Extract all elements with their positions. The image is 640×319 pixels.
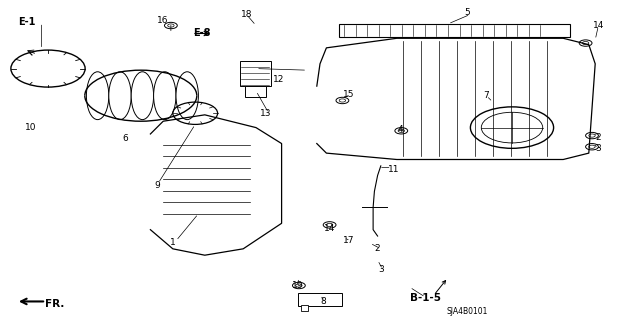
Text: SJA4B0101: SJA4B0101 xyxy=(447,307,488,315)
Bar xyxy=(339,24,570,37)
Circle shape xyxy=(292,282,305,289)
Text: 5: 5 xyxy=(465,8,470,17)
Text: 15: 15 xyxy=(343,90,355,99)
Ellipse shape xyxy=(176,72,198,120)
Circle shape xyxy=(586,144,598,150)
Circle shape xyxy=(323,222,336,228)
Bar xyxy=(240,61,271,86)
Text: 8: 8 xyxy=(321,297,326,306)
Text: 11: 11 xyxy=(388,165,399,174)
Text: 12: 12 xyxy=(273,75,284,84)
Text: 13: 13 xyxy=(260,109,271,118)
Ellipse shape xyxy=(109,72,131,120)
Bar xyxy=(245,86,266,97)
Text: B-1-5: B-1-5 xyxy=(410,293,441,303)
Text: 3: 3 xyxy=(596,144,601,153)
Text: 6: 6 xyxy=(122,134,127,143)
Text: 17: 17 xyxy=(343,236,355,245)
Text: 1: 1 xyxy=(170,238,175,247)
Circle shape xyxy=(336,97,349,104)
Text: 14: 14 xyxy=(593,21,604,30)
Text: 3: 3 xyxy=(378,265,383,274)
Text: 2: 2 xyxy=(596,133,601,142)
Circle shape xyxy=(586,132,598,139)
Circle shape xyxy=(395,128,408,134)
Text: 9: 9 xyxy=(154,181,159,189)
Text: 14: 14 xyxy=(324,224,335,233)
Text: E-1: E-1 xyxy=(18,17,36,27)
Text: FR.: FR. xyxy=(45,299,64,309)
Ellipse shape xyxy=(86,72,109,120)
Bar xyxy=(301,305,308,311)
Text: 18: 18 xyxy=(241,10,252,19)
Text: 16: 16 xyxy=(157,16,169,25)
Text: 7: 7 xyxy=(484,91,489,100)
Text: 10: 10 xyxy=(25,123,36,132)
Ellipse shape xyxy=(131,72,154,120)
Text: E-8: E-8 xyxy=(193,28,211,39)
Circle shape xyxy=(164,22,177,29)
Circle shape xyxy=(579,40,592,46)
Ellipse shape xyxy=(154,72,176,120)
Text: 19: 19 xyxy=(292,281,303,290)
Text: 4: 4 xyxy=(397,125,403,134)
Bar xyxy=(298,293,342,306)
Text: 2: 2 xyxy=(375,244,380,253)
